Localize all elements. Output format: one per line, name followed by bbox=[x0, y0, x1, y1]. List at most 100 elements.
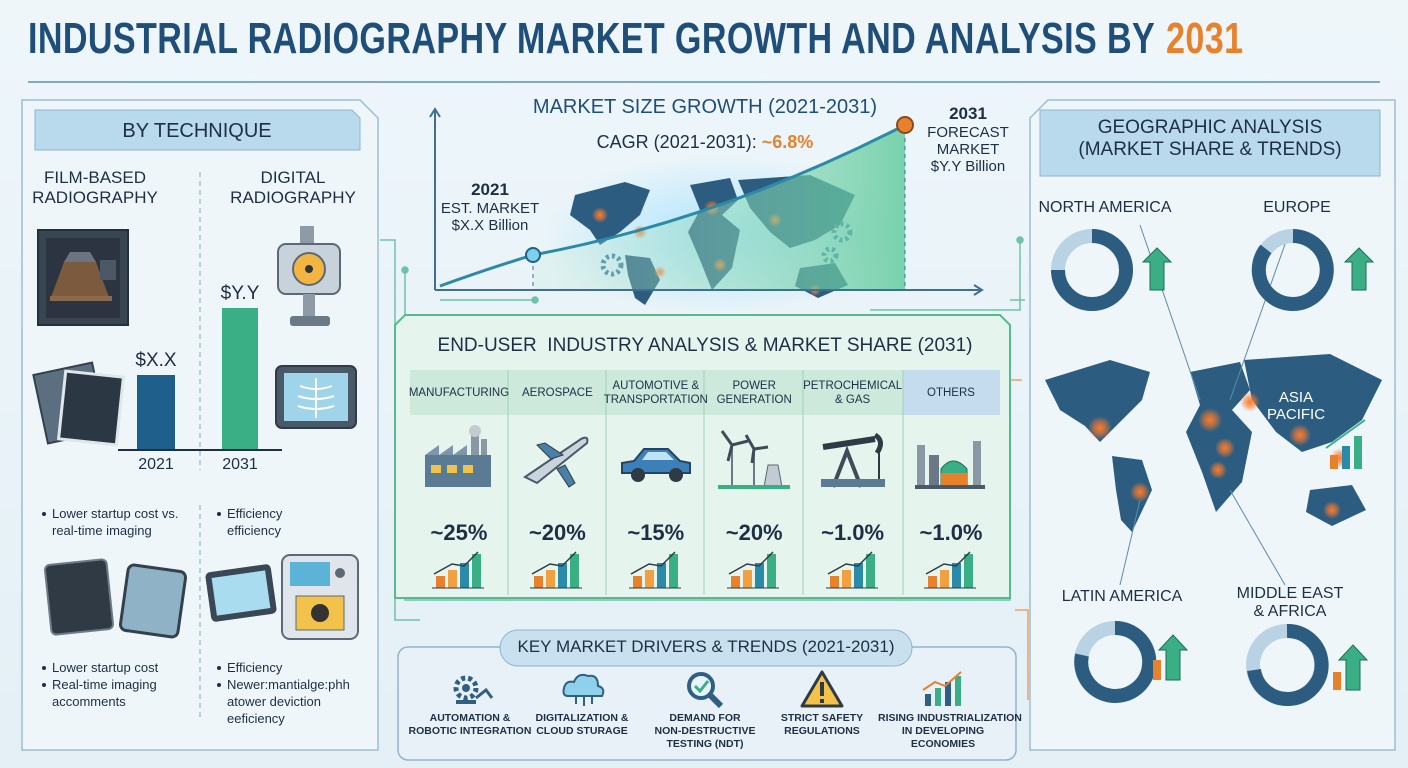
page-title: INDUSTRIAL RADIOGRAPHY MARKET GROWTH AND… bbox=[28, 14, 1243, 64]
industry-share: ~1.0% bbox=[821, 520, 885, 545]
trend-bars-part bbox=[472, 554, 481, 588]
geo-panel-part-part bbox=[1289, 424, 1311, 446]
trend-bars-part bbox=[853, 563, 863, 588]
trend-bars-part bbox=[925, 551, 971, 575]
trend-bars-part bbox=[632, 576, 642, 588]
driver-text: AUTOMATION & ROBOTIC INTEGRATION bbox=[405, 712, 535, 738]
region-line: & AFRICA bbox=[1253, 603, 1327, 621]
bullet-dot bbox=[42, 683, 46, 687]
growth-chart-part bbox=[525, 247, 541, 263]
driver-line: IN DEVELOPING bbox=[901, 725, 985, 737]
driver-icon-part bbox=[935, 688, 941, 706]
geo-panel-part bbox=[1119, 224, 1291, 586]
industry-icon-part bbox=[820, 479, 885, 487]
trend-bars-part bbox=[829, 576, 839, 588]
technique-panel-part bbox=[56, 369, 126, 447]
driver-line: RISING INDUSTRIALIZATION bbox=[878, 712, 1022, 724]
bullet: Efficiency bbox=[217, 659, 282, 676]
industry-icon-part bbox=[941, 473, 967, 485]
industry-column: POWER GENERATION ~20% bbox=[705, 370, 803, 595]
trend-bars-part bbox=[731, 576, 741, 588]
bullet: Real-time imaging accomments bbox=[42, 676, 157, 710]
bullet-line: Real-time imaging bbox=[52, 677, 157, 692]
driver-icon-part bbox=[925, 694, 931, 706]
label-line: RADIOGRAPHY bbox=[230, 187, 356, 207]
driver-line: ECONOMIES bbox=[910, 738, 976, 750]
chart-title: MARKET SIZE GROWTH (2021-2031) bbox=[532, 96, 878, 118]
trend-bars-part bbox=[743, 570, 753, 588]
industry-share: ~20% bbox=[725, 520, 783, 545]
driver-line: NON-DESTRUCTIVE bbox=[654, 725, 756, 737]
industry-icon-part bbox=[668, 468, 683, 482]
industry-name-line: GENERATION bbox=[716, 393, 792, 406]
bar-label: $X.X bbox=[135, 350, 177, 371]
trend-bars bbox=[825, 551, 878, 589]
trend-bars-part bbox=[570, 554, 580, 588]
driver-icon-part bbox=[453, 675, 479, 701]
cagr-value: ~6.8% bbox=[761, 132, 814, 152]
technique-panel-part bbox=[137, 375, 175, 450]
trend-bars-part bbox=[755, 563, 765, 588]
industry-icon-part bbox=[425, 445, 467, 455]
industry-name: OTHERS bbox=[902, 370, 1000, 415]
technique-panel-part bbox=[34, 109, 361, 151]
end-user-panel-part bbox=[903, 370, 1000, 415]
industry-icon-part bbox=[830, 445, 863, 488]
driver-icon-part bbox=[687, 672, 715, 700]
industry-icon-part bbox=[641, 452, 674, 460]
cagr: CAGR (2021-2031): ~6.8% bbox=[597, 132, 814, 153]
bullet-dot bbox=[217, 666, 221, 670]
industry-name-line: TRANSPORTATION bbox=[603, 393, 708, 406]
cagr-label: CAGR (2021-2031): bbox=[596, 132, 757, 152]
driver-line: STRICT SAFETY bbox=[780, 712, 864, 724]
bullet: Lower startup cost vs. real-time imaging bbox=[42, 505, 178, 539]
technique-panel-part bbox=[64, 252, 96, 262]
geo-panel-part bbox=[1051, 229, 1334, 706]
driver-text: DEMAND FOR NON-DESTRUCTIVE TESTING (NDT) bbox=[640, 712, 770, 751]
geo-panel-part-part bbox=[1229, 229, 1291, 401]
bullet: Efficiency efficiency bbox=[217, 505, 282, 539]
driver-icon-part bbox=[575, 696, 593, 706]
industry-share: ~25% bbox=[430, 520, 488, 545]
industry-share: ~15% bbox=[627, 520, 685, 545]
bullet: Newer:mantialge:phh atower deviction eefic… bbox=[217, 676, 350, 727]
geo-panel-part-part bbox=[1337, 644, 1369, 691]
industry-icon-part bbox=[630, 468, 645, 482]
industry-column: OTHERS ~1.0% bbox=[902, 370, 1000, 595]
bar-label: $Y.Y bbox=[220, 283, 260, 304]
driver-icon-part bbox=[462, 684, 470, 692]
geo-panel-part-part bbox=[1198, 408, 1222, 432]
growth-chart-part bbox=[429, 107, 441, 118]
industry-share: ~20% bbox=[528, 520, 586, 545]
industry-icon-part bbox=[469, 425, 481, 437]
industry-name: AEROSPACE bbox=[508, 370, 606, 415]
industry-name-line: AEROSPACE bbox=[522, 386, 593, 399]
end-user-panel-part bbox=[507, 370, 904, 595]
trend-bars-part bbox=[728, 551, 774, 575]
bullet-line: Newer:mantialge:phh bbox=[227, 677, 350, 692]
driver-line: DEMAND FOR bbox=[669, 712, 741, 724]
driver-line: AUTOMATION & bbox=[429, 712, 511, 724]
end-label: 2031 FORECAST MARKET $Y.Y Billion bbox=[927, 104, 1009, 175]
industry-column: PETROCHEMICAL & GAS ~1.0% bbox=[803, 370, 902, 595]
connectors-part bbox=[531, 296, 539, 304]
driver-icon-part bbox=[820, 699, 824, 703]
region-line: MIDDLE EAST bbox=[1236, 585, 1344, 602]
industry-name-line: & GAS bbox=[835, 393, 871, 406]
technique-label: FILM-BASED RADIOGRAPHY bbox=[32, 168, 158, 207]
technique-panel-part bbox=[50, 262, 110, 300]
geo-panel-part bbox=[1141, 247, 1375, 691]
drivers-panel-part bbox=[499, 629, 913, 667]
start-line: EST. MARKET bbox=[440, 199, 540, 217]
bullet: Lower startup cost bbox=[42, 659, 158, 676]
industry-name: PETROCHEMICAL & GAS bbox=[803, 370, 902, 415]
industry-icon-part bbox=[915, 485, 985, 489]
industry-icon bbox=[820, 432, 885, 488]
trend-bars-part bbox=[827, 551, 873, 575]
trend-bars-part bbox=[668, 554, 678, 588]
title-text: INDUSTRIAL RADIOGRAPHY MARKET GROWTH AND… bbox=[28, 14, 1156, 63]
end-year: 2031 bbox=[949, 104, 987, 123]
region-line: LATIN AMERICA bbox=[1061, 588, 1183, 605]
bullet-dot bbox=[217, 512, 221, 516]
